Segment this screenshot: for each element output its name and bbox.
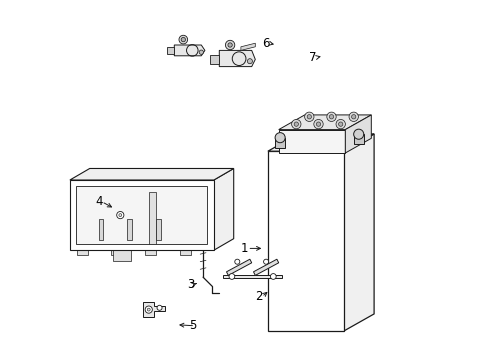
Circle shape [329,114,333,119]
Circle shape [335,120,345,129]
Circle shape [234,259,239,264]
Circle shape [306,114,311,119]
Polygon shape [219,50,255,67]
Bar [111,250,122,255]
Text: 3: 3 [186,278,194,291]
Circle shape [294,122,298,126]
Circle shape [270,274,276,279]
Bar [275,138,285,148]
Bar [76,186,207,244]
Circle shape [147,308,150,311]
Bar [145,250,156,255]
Circle shape [227,43,232,47]
Circle shape [179,35,187,44]
Circle shape [117,211,123,219]
Bar [149,192,155,244]
Circle shape [263,259,268,264]
Polygon shape [213,168,233,250]
Circle shape [181,37,185,42]
Polygon shape [343,134,373,331]
Bar [267,151,343,331]
Circle shape [199,50,203,54]
Polygon shape [267,134,373,151]
Polygon shape [142,302,164,317]
Bar [156,220,160,240]
Circle shape [313,120,323,129]
Circle shape [348,112,358,121]
Polygon shape [226,259,251,275]
Circle shape [316,122,320,126]
Text: 2: 2 [255,291,262,303]
Circle shape [353,129,363,139]
Circle shape [351,114,355,119]
Polygon shape [241,43,255,50]
Circle shape [157,305,162,310]
Polygon shape [253,259,278,275]
Text: 7: 7 [309,51,316,64]
Text: 5: 5 [188,319,196,332]
Circle shape [326,112,336,121]
Circle shape [338,122,342,126]
Circle shape [225,40,234,50]
Circle shape [275,132,285,143]
Polygon shape [210,55,219,64]
Bar [77,250,88,255]
Text: 1: 1 [241,242,248,255]
Bar [99,220,103,240]
Text: 4: 4 [95,195,102,208]
Bar [278,130,345,153]
Polygon shape [345,115,370,153]
Circle shape [228,274,234,279]
Text: 6: 6 [262,37,269,50]
Polygon shape [174,45,204,56]
Circle shape [145,306,152,313]
Bar [127,220,132,240]
Polygon shape [223,275,282,278]
Circle shape [304,112,313,121]
Bar [353,134,363,144]
Polygon shape [167,47,174,54]
Polygon shape [278,115,370,130]
Circle shape [119,214,122,217]
Circle shape [291,120,301,129]
Bar [179,250,190,255]
Polygon shape [70,168,233,180]
Circle shape [247,59,252,64]
Bar [113,250,131,261]
Bar [70,180,213,250]
